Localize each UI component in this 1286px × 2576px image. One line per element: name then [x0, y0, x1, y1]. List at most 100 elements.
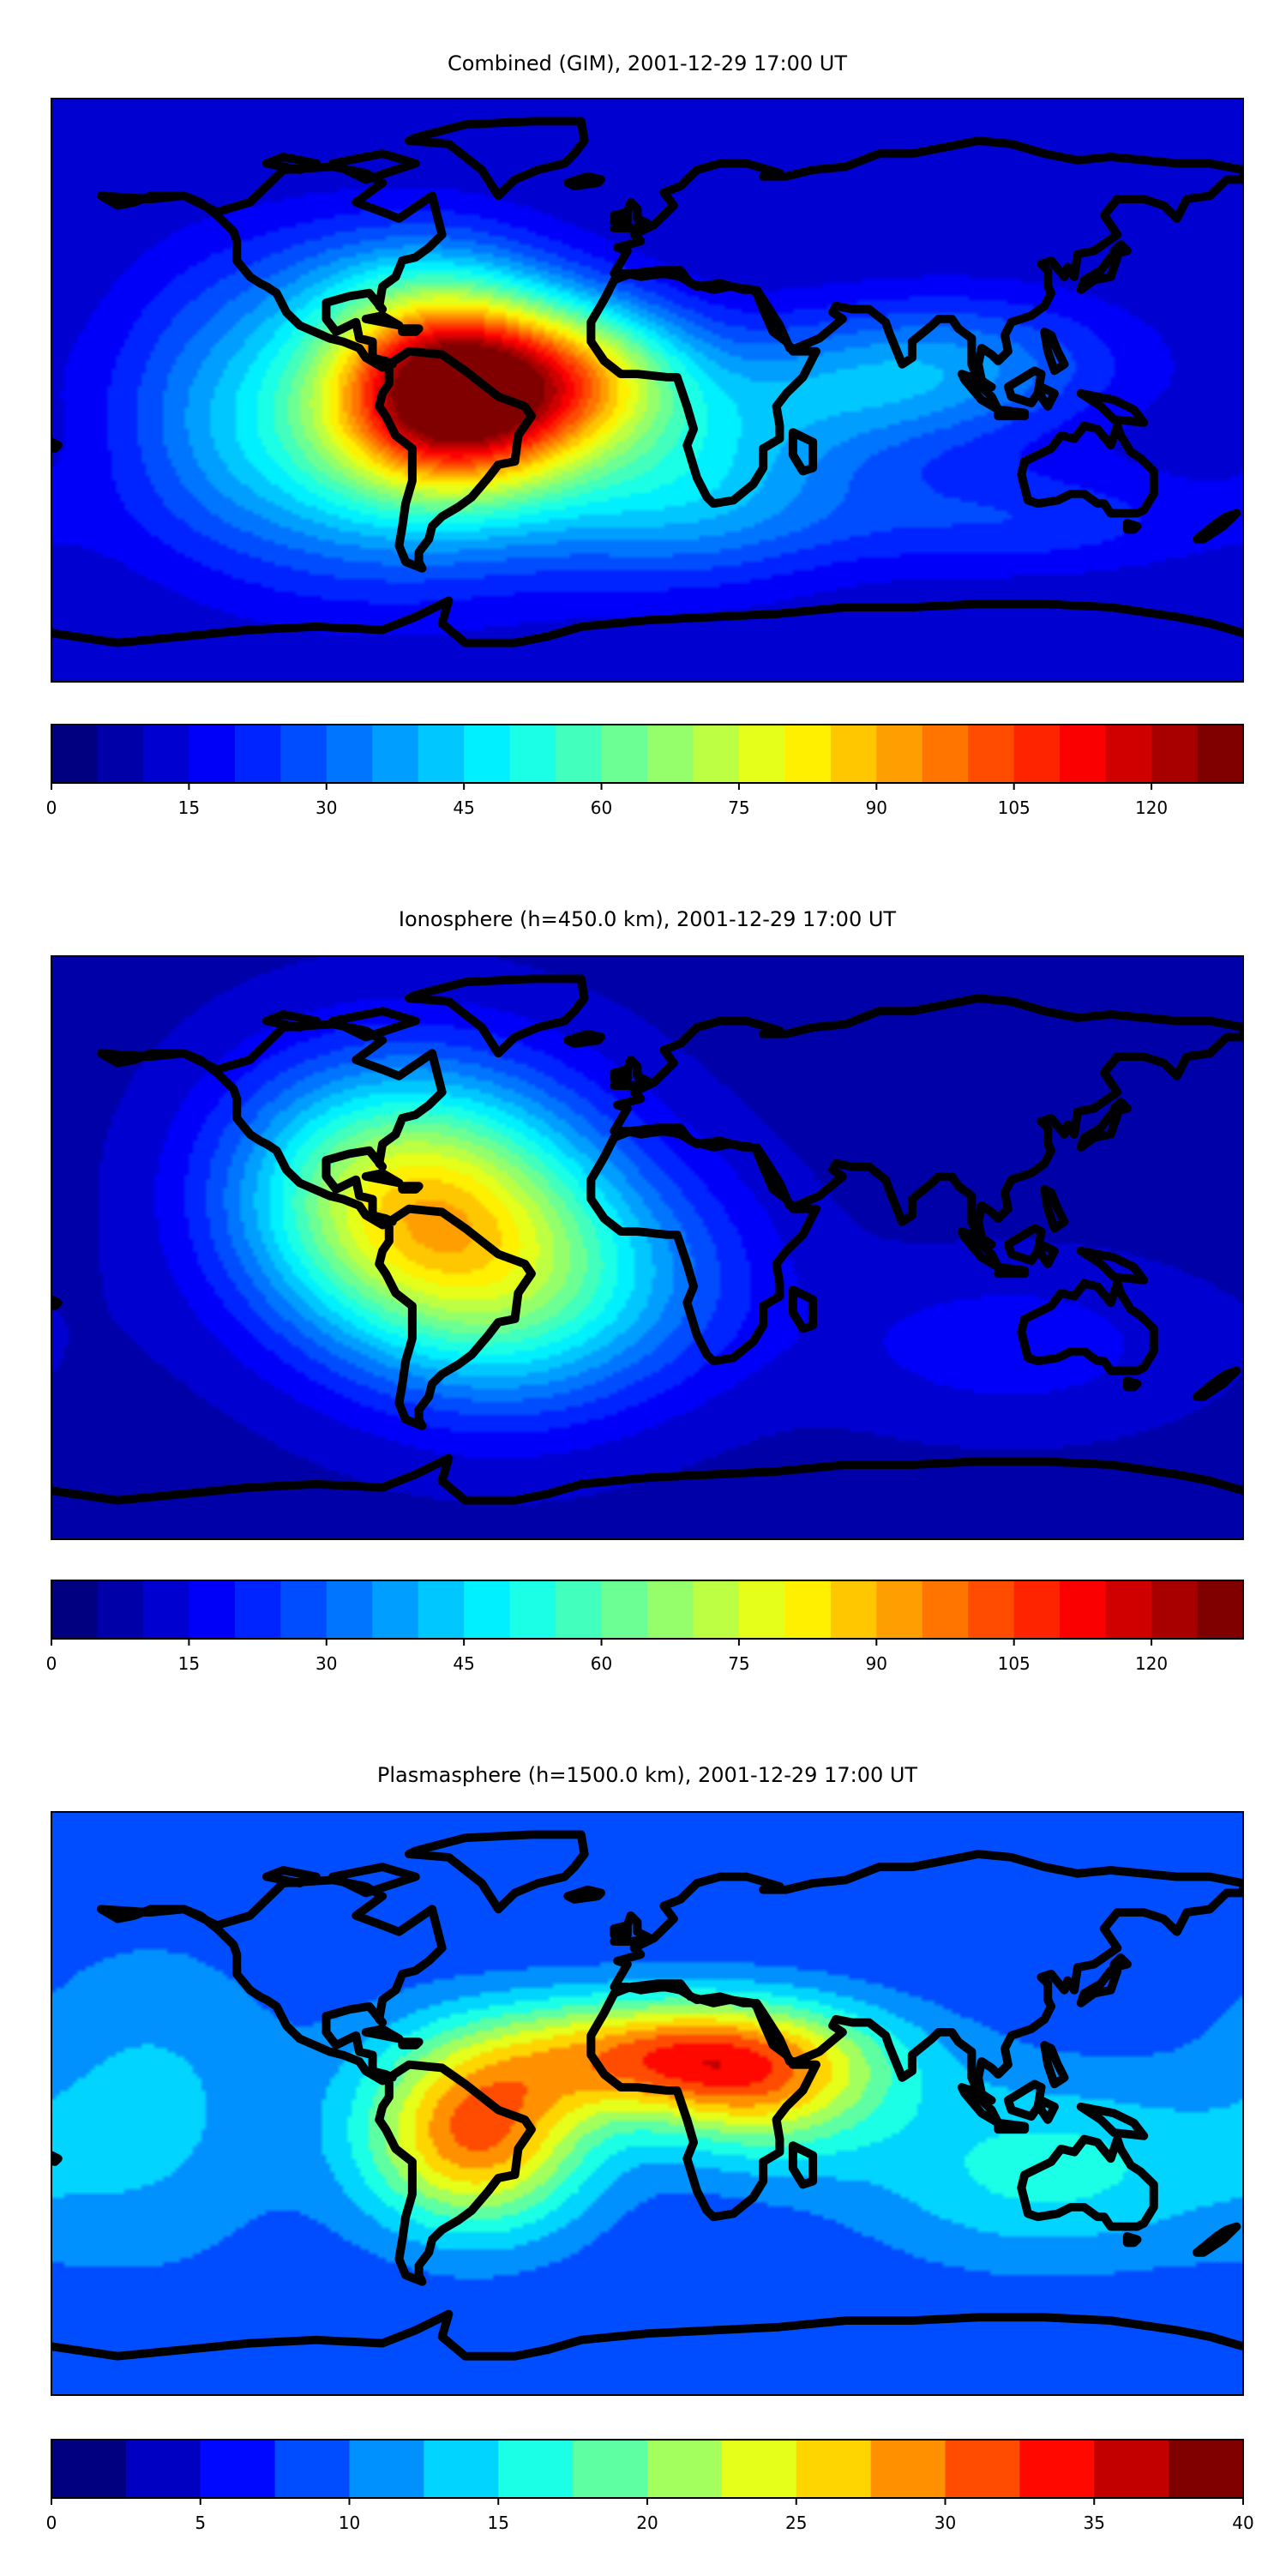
colorbar-bin: [738, 725, 785, 783]
plasmasphere-map: [51, 1811, 1244, 2396]
colorbar-bin: [1060, 725, 1107, 783]
combined-tec-field: [51, 99, 1243, 682]
colorbar-tick-label: 0: [46, 797, 57, 818]
colorbar-tick-label: 45: [453, 797, 474, 818]
colorbar-bin: [1197, 725, 1244, 783]
colorbar-tick-label: 10: [339, 2513, 360, 2533]
colorbar-bin: [326, 725, 373, 783]
colorbar-bin: [1105, 1580, 1152, 1639]
colorbar-bin: [97, 1580, 144, 1639]
colorbar-tick-label: 105: [998, 797, 1031, 818]
colorbar-tick-label: 20: [636, 2513, 658, 2533]
plasmasphere-colorbar: 0 5 10 15 20 25 30 35 40: [46, 2439, 1254, 2533]
colorbar-tick-label: 30: [315, 797, 337, 818]
colorbar-tick-label: 0: [46, 1653, 57, 1674]
combined-map-frame: [51, 98, 1244, 683]
colorbar-tick-label: 60: [591, 797, 612, 818]
colorbar-tick-label: 40: [1232, 2513, 1253, 2533]
colorbar-bin: [418, 725, 465, 783]
colorbar-bin: [51, 2440, 127, 2498]
colorbar-bin: [830, 1580, 877, 1639]
colorbar-bin: [784, 725, 832, 783]
colorbar-tick-label: 0: [46, 2513, 57, 2533]
colorbar-bin: [1060, 1580, 1107, 1639]
colorbar-bin: [922, 725, 969, 783]
colorbar-tick-label: 75: [728, 1653, 749, 1674]
colorbar-bin: [573, 2440, 648, 2498]
colorbar-bin: [349, 2440, 424, 2498]
colorbar-bin: [721, 2440, 797, 2498]
colorbar-bin: [693, 1580, 740, 1639]
colorbar-bin: [142, 1580, 189, 1639]
colorbar-bin: [1105, 725, 1152, 783]
colorbar-bin: [1013, 1580, 1061, 1639]
colorbar-bin: [870, 2440, 946, 2498]
colorbar-bin: [784, 1580, 832, 1639]
colorbar-bin: [326, 1580, 373, 1639]
ionosphere-tec-field: [51, 956, 1243, 1539]
colorbar-bin: [97, 725, 144, 783]
colorbar-tick-label: 120: [1135, 797, 1168, 818]
colorbar-tick-label: 60: [591, 1653, 612, 1674]
colorbar-bin: [647, 2440, 723, 2498]
colorbar-bin: [1013, 725, 1061, 783]
colorbar-bin: [234, 1580, 281, 1639]
colorbar-bin: [796, 2440, 872, 2498]
colorbar-bin: [125, 2440, 201, 2498]
colorbar-bin: [509, 725, 556, 783]
colorbar-tick-label: 105: [998, 1653, 1031, 1674]
colorbar-tick-label: 75: [728, 797, 749, 818]
colorbar-bin: [189, 1580, 236, 1639]
colorbar-tick-label: 30: [315, 1653, 337, 1674]
colorbar-bin: [601, 1580, 648, 1639]
colorbar-bin: [1197, 1580, 1244, 1639]
colorbar-bin: [464, 725, 511, 783]
combined-panel: Combined (GIM), 2001-12-29 17:00 UT 0 15 3…: [46, 51, 1244, 818]
plasmasphere-map-frame: [51, 1811, 1244, 2396]
colorbar-bin: [601, 725, 648, 783]
colorbar-bin: [968, 725, 1015, 783]
colorbar-bin: [738, 1580, 785, 1639]
colorbar-bin: [830, 725, 877, 783]
colorbar-bin: [274, 2440, 351, 2498]
colorbar-bin: [945, 2440, 1020, 2498]
colorbar-bin: [556, 725, 603, 783]
colorbar-tick-label: 15: [178, 797, 200, 818]
colorbar-tick-label: 25: [785, 2513, 807, 2533]
colorbar-bin: [647, 1580, 694, 1639]
colorbar-bin: [498, 2440, 574, 2498]
colorbar-bin: [876, 725, 923, 783]
ionosphere-panel-title: Ionosphere (h=450.0 km), 2001-12-29 17:0…: [399, 907, 896, 931]
colorbar-bin: [234, 725, 281, 783]
combined-map: [51, 98, 1244, 683]
colorbar-tick-label: 35: [1084, 2513, 1105, 2533]
ionosphere-colorbar: 0 15 30 45 60 75 90 105 120: [46, 1580, 1244, 1674]
colorbar-tick-label: 5: [195, 2513, 206, 2533]
colorbar-bin: [1019, 2440, 1095, 2498]
colorbar-bin: [1094, 2440, 1169, 2498]
colorbar-bin: [693, 725, 740, 783]
colorbar-bin: [142, 725, 189, 783]
colorbar-bin: [200, 2440, 276, 2498]
ionosphere-panel: Ionosphere (h=450.0 km), 2001-12-29 17:0…: [46, 907, 1244, 1674]
colorbar-bin: [280, 1580, 328, 1639]
colorbar-bin: [464, 1580, 511, 1639]
colorbar-bin: [922, 1580, 969, 1639]
colorbar-bin: [51, 725, 99, 783]
colorbar-tick-label: 45: [453, 1653, 474, 1674]
colorbar-bin: [372, 725, 419, 783]
combined-panel-title: Combined (GIM), 2001-12-29 17:00 UT: [448, 51, 847, 75]
plasmasphere-panel: Plasmasphere (h=1500.0 km), 2001-12-29 1…: [46, 1763, 1254, 2533]
ionosphere-map-frame: [51, 955, 1244, 1540]
colorbar-tick-label: 90: [866, 1653, 887, 1674]
colorbar-bin: [509, 1580, 556, 1639]
colorbar-bin: [51, 1580, 99, 1639]
combined-colorbar: 0 15 30 45 60 75 90 105 120: [46, 724, 1244, 818]
colorbar-tick-label: 15: [178, 1653, 200, 1674]
plasmasphere-panel-title: Plasmasphere (h=1500.0 km), 2001-12-29 1…: [377, 1763, 918, 1787]
colorbar-bin: [280, 725, 328, 783]
colorbar-bin: [424, 2440, 499, 2498]
colorbar-bin: [876, 1580, 923, 1639]
colorbar-tick-label: 15: [488, 2513, 509, 2533]
